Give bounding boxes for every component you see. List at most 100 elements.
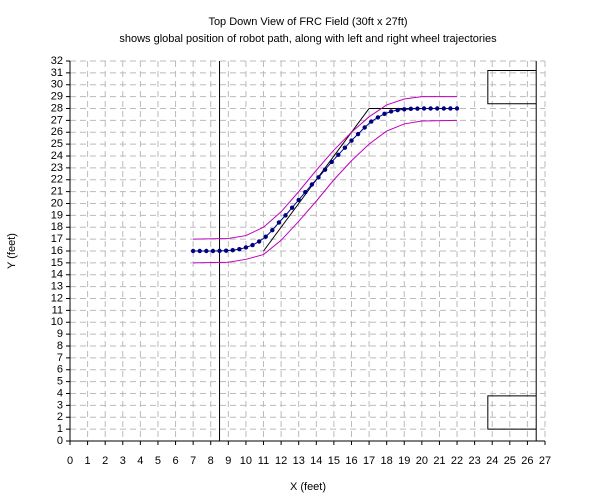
point bbox=[243, 245, 249, 250]
y-tick-label: 9 bbox=[57, 328, 63, 340]
point bbox=[402, 107, 407, 112]
point bbox=[395, 107, 400, 113]
x-tick-label: 8 bbox=[208, 455, 214, 467]
y-tick-label: 10 bbox=[51, 316, 63, 328]
x-tick-label: 9 bbox=[225, 455, 231, 467]
x-tick-label: 11 bbox=[258, 455, 269, 467]
x-tick-label: 24 bbox=[486, 455, 498, 467]
x-tick-label: 15 bbox=[328, 455, 340, 467]
x-tick-label: 16 bbox=[345, 455, 357, 467]
y-tick-label: 15 bbox=[51, 257, 63, 269]
point bbox=[342, 145, 348, 150]
y-tick-label: 2 bbox=[57, 411, 63, 423]
point bbox=[270, 228, 275, 233]
x-tick-label: 1 bbox=[85, 455, 91, 467]
y-tick-label: 21 bbox=[51, 186, 63, 198]
y-tick-label: 27 bbox=[51, 114, 63, 126]
x-tick-label: 5 bbox=[155, 455, 161, 467]
series-line bbox=[193, 96, 458, 240]
y-tick-label: 12 bbox=[51, 292, 63, 304]
series-line bbox=[193, 119, 458, 264]
y-tick-label: 23 bbox=[51, 162, 63, 174]
y-tick-label: 24 bbox=[51, 150, 63, 162]
x-tick-label: 7 bbox=[190, 455, 196, 467]
x-tick-label: 13 bbox=[293, 455, 305, 467]
y-tick-label: 11 bbox=[52, 304, 63, 316]
y-tick-label: 22 bbox=[51, 174, 63, 186]
point bbox=[296, 197, 301, 203]
y-tick-label: 31 bbox=[51, 67, 63, 79]
y-tick-label: 7 bbox=[57, 352, 63, 364]
x-tick-label: 2 bbox=[102, 455, 108, 467]
point bbox=[197, 248, 202, 254]
x-tick-label: 17 bbox=[363, 455, 375, 467]
x-tick-label: 10 bbox=[240, 455, 252, 467]
point bbox=[375, 115, 381, 120]
x-tick-label: 20 bbox=[416, 455, 428, 467]
x-tick-label: 6 bbox=[172, 455, 178, 467]
y-tick-label: 0 bbox=[57, 435, 63, 447]
y-tick-label: 19 bbox=[51, 209, 63, 221]
point bbox=[329, 159, 334, 165]
y-tick-label: 26 bbox=[51, 126, 63, 138]
x-tick-label: 4 bbox=[137, 455, 143, 467]
point bbox=[369, 119, 374, 124]
x-tick-label: 27 bbox=[539, 455, 551, 467]
series-line bbox=[487, 70, 537, 105]
y-tick-label: 3 bbox=[57, 399, 63, 411]
y-tick-label: 28 bbox=[51, 102, 63, 114]
x-axis-label: X (feet) bbox=[290, 481, 326, 493]
x-tick-label: 23 bbox=[469, 455, 481, 467]
y-tick-label: 14 bbox=[51, 269, 63, 281]
y-tick-label: 17 bbox=[51, 233, 63, 245]
point bbox=[230, 247, 235, 253]
point bbox=[303, 190, 308, 195]
point bbox=[421, 106, 427, 111]
y-tick-label: 16 bbox=[51, 245, 63, 257]
y-tick-label: 6 bbox=[57, 364, 63, 376]
y-axis-label: Y (feet) bbox=[6, 233, 18, 269]
y-tick-label: 8 bbox=[57, 340, 63, 352]
chart-subtitle: shows global position of robot path, alo… bbox=[119, 33, 497, 45]
x-tick-label: 14 bbox=[310, 455, 322, 467]
point bbox=[276, 220, 282, 225]
point bbox=[415, 106, 420, 111]
point bbox=[256, 239, 262, 244]
x-tick-label: 22 bbox=[451, 455, 463, 467]
point bbox=[336, 152, 341, 158]
point bbox=[217, 248, 222, 254]
y-tick-label: 18 bbox=[51, 221, 63, 233]
point bbox=[362, 125, 367, 130]
y-tick-label: 5 bbox=[57, 376, 63, 388]
y-tick-label: 13 bbox=[51, 281, 63, 293]
point bbox=[316, 175, 321, 180]
point bbox=[309, 182, 315, 187]
point bbox=[283, 213, 288, 218]
y-tick-label: 30 bbox=[51, 79, 63, 91]
point bbox=[388, 109, 394, 114]
point bbox=[428, 106, 433, 111]
point bbox=[448, 106, 453, 111]
point bbox=[190, 248, 196, 254]
point bbox=[408, 106, 414, 112]
point bbox=[250, 242, 255, 248]
y-tick-label: 25 bbox=[51, 138, 63, 150]
point bbox=[289, 205, 295, 210]
point bbox=[382, 111, 387, 117]
y-tick-label: 4 bbox=[57, 387, 63, 399]
point bbox=[223, 248, 229, 253]
point bbox=[322, 167, 328, 172]
series-line bbox=[487, 395, 537, 430]
x-tick-label: 18 bbox=[381, 455, 393, 467]
point bbox=[355, 131, 361, 137]
x-tick-label: 21 bbox=[433, 455, 445, 467]
y-tick-label: 32 bbox=[51, 55, 63, 67]
x-tick-label: 0 bbox=[67, 455, 73, 467]
point bbox=[237, 247, 242, 252]
point bbox=[454, 106, 460, 111]
chart-title: Top Down View of FRC Field (30ft x 27ft) bbox=[208, 16, 407, 28]
x-tick-label: 26 bbox=[521, 455, 533, 467]
point bbox=[435, 106, 440, 111]
